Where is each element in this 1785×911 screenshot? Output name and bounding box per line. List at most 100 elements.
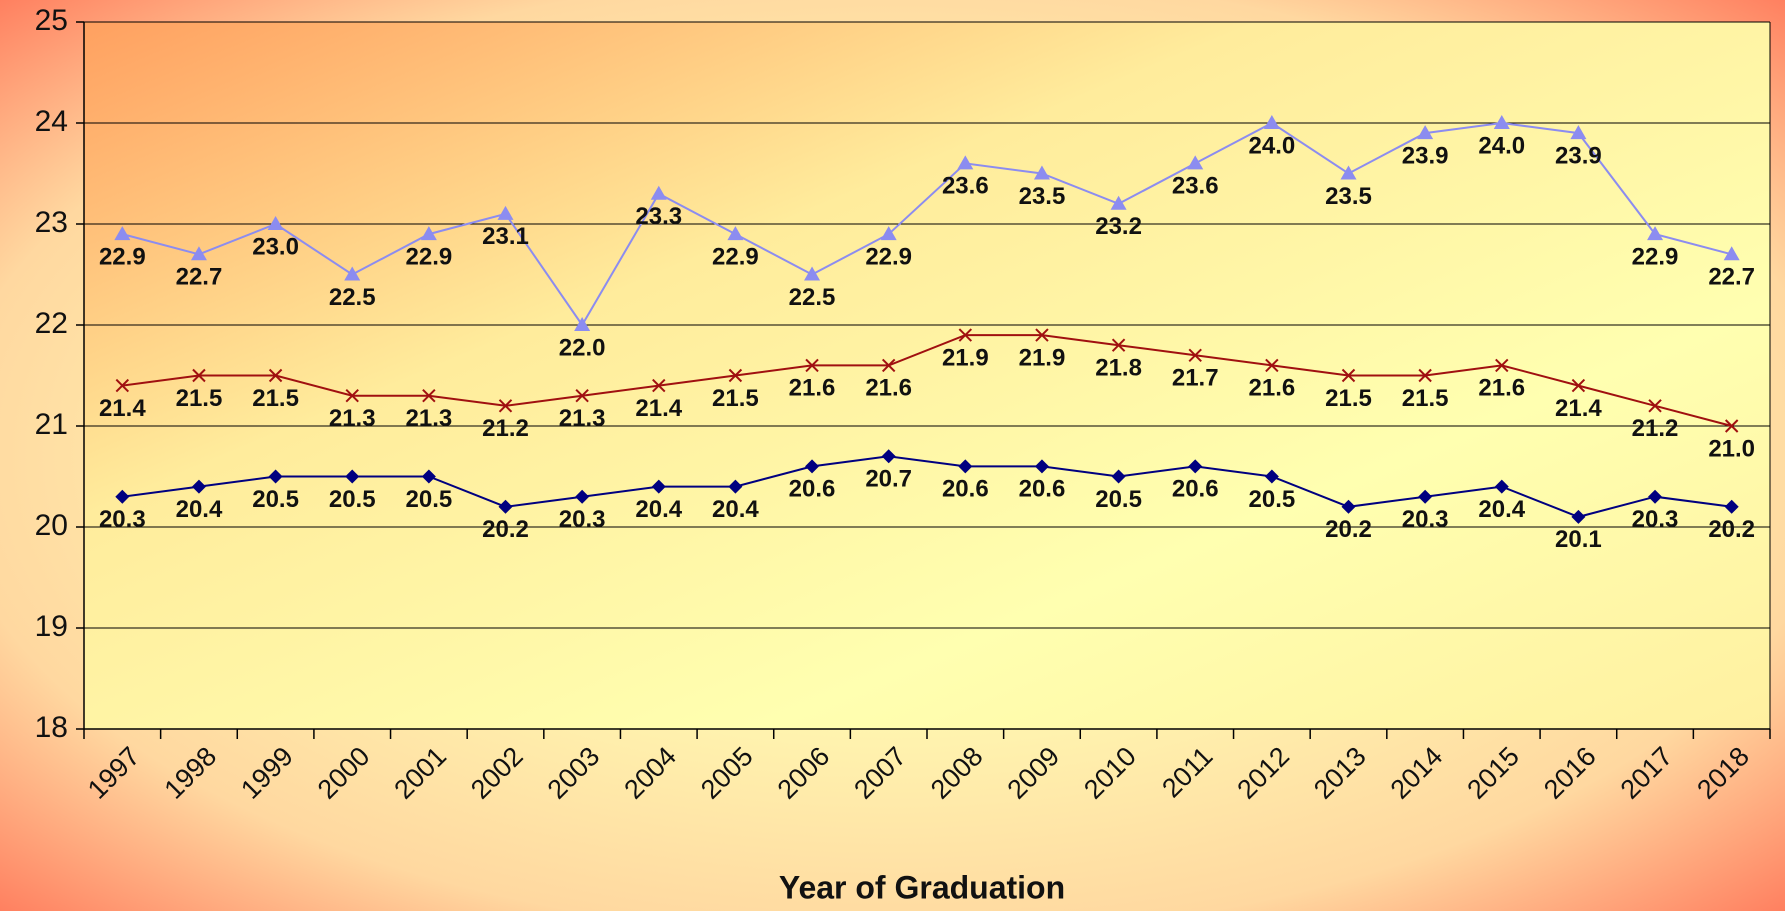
marker: [1571, 509, 1586, 524]
x-tick-label: 2005: [695, 741, 759, 805]
marker: [1341, 499, 1356, 514]
data-label: 22.9: [712, 243, 759, 270]
data-label: 20.3: [559, 506, 606, 533]
marker: [115, 489, 130, 504]
data-label: 21.7: [1172, 365, 1219, 392]
data-label: 21.2: [482, 415, 529, 442]
marker: [1417, 125, 1434, 140]
x-tick-label: 2013: [1308, 741, 1372, 805]
data-label: 23.6: [1172, 173, 1219, 200]
data-label: 20.6: [942, 476, 989, 503]
data-label: 20.5: [329, 486, 376, 513]
data-label: 20.5: [252, 486, 299, 513]
y-tick-label: 20: [35, 509, 68, 542]
y-tick-label: 21: [35, 408, 68, 441]
marker: [574, 317, 591, 331]
marker: [191, 479, 206, 494]
data-label: 20.3: [1632, 506, 1679, 533]
marker: [1571, 378, 1586, 393]
data-label: 21.3: [329, 405, 376, 432]
marker: [1188, 459, 1203, 474]
marker: [575, 388, 589, 403]
data-label: 20.2: [1708, 516, 1755, 543]
x-tick-label: 2018: [1691, 741, 1755, 805]
data-label: 21.5: [1325, 385, 1372, 412]
data-label: 21.3: [559, 405, 606, 432]
marker: [1111, 469, 1126, 484]
marker: [805, 358, 819, 373]
data-label: 20.4: [635, 496, 682, 523]
marker: [651, 479, 666, 494]
x-tick-label: 2001: [388, 741, 452, 805]
x-tick-label: 2006: [772, 741, 836, 805]
marker: [958, 328, 973, 342]
marker: [114, 226, 131, 241]
data-label: 21.4: [635, 395, 682, 422]
y-tick-label: 19: [35, 610, 68, 643]
series-line: [122, 334, 1732, 427]
x-tick-label: 2002: [465, 741, 529, 805]
marker: [1034, 459, 1049, 474]
marker: [420, 226, 437, 241]
data-label: 22.9: [1632, 243, 1679, 270]
data-label: 24.0: [1249, 132, 1296, 159]
x-tick-label: 1999: [235, 741, 299, 805]
marker: [1035, 328, 1049, 342]
data-label: 20.4: [712, 496, 759, 523]
x-tick-label: 2007: [848, 741, 912, 805]
marker: [1648, 399, 1662, 413]
marker: [1493, 115, 1510, 129]
marker: [804, 266, 821, 281]
data-label: 20.1: [1555, 526, 1602, 553]
data-label: 21.5: [176, 385, 223, 412]
data-label: 20.3: [99, 506, 146, 533]
marker: [115, 378, 130, 393]
data-label: 21.4: [99, 395, 146, 422]
data-label: 23.6: [942, 173, 989, 200]
data-label: 24.0: [1478, 132, 1525, 159]
data-label: 20.5: [406, 486, 453, 513]
marker: [192, 368, 206, 383]
data-label: 22.5: [329, 284, 376, 311]
marker: [881, 358, 896, 373]
marker: [345, 469, 360, 484]
data-label: 22.9: [865, 243, 912, 270]
data-label: 21.9: [1019, 344, 1066, 371]
data-label: 23.5: [1325, 183, 1372, 210]
data-label: 21.6: [865, 375, 912, 402]
data-label: 20.4: [1478, 496, 1525, 523]
marker: [1033, 165, 1050, 180]
data-label: 23.2: [1095, 213, 1142, 240]
data-label: 20.2: [1325, 516, 1372, 543]
marker: [957, 155, 974, 170]
marker: [190, 246, 207, 261]
data-label: 21.2: [1632, 415, 1679, 442]
marker: [421, 469, 436, 484]
data-label: 20.5: [1095, 486, 1142, 513]
marker: [1265, 358, 1279, 373]
data-label: 21.6: [1249, 375, 1296, 402]
x-tick-label: 2003: [542, 741, 606, 805]
marker: [344, 266, 361, 281]
x-tick-label: 2017: [1615, 741, 1679, 805]
data-label: 22.9: [99, 243, 146, 270]
marker: [498, 399, 513, 413]
marker: [1724, 499, 1739, 514]
marker: [1494, 479, 1509, 494]
x-tick-label: 2016: [1538, 741, 1602, 805]
data-label: 23.9: [1555, 142, 1602, 169]
marker: [1570, 125, 1587, 140]
marker: [1263, 115, 1280, 129]
data-label: 21.3: [406, 405, 453, 432]
x-tick-label: 2010: [1078, 741, 1142, 805]
x-tick-label: 2014: [1385, 741, 1449, 805]
marker: [268, 368, 283, 383]
marker: [1724, 419, 1739, 433]
plot-area: [84, 22, 1770, 729]
data-label: 20.4: [176, 496, 223, 523]
marker: [575, 489, 590, 504]
marker: [1264, 469, 1279, 484]
marker: [497, 205, 514, 220]
x-tick-label: 2011: [1156, 741, 1218, 803]
